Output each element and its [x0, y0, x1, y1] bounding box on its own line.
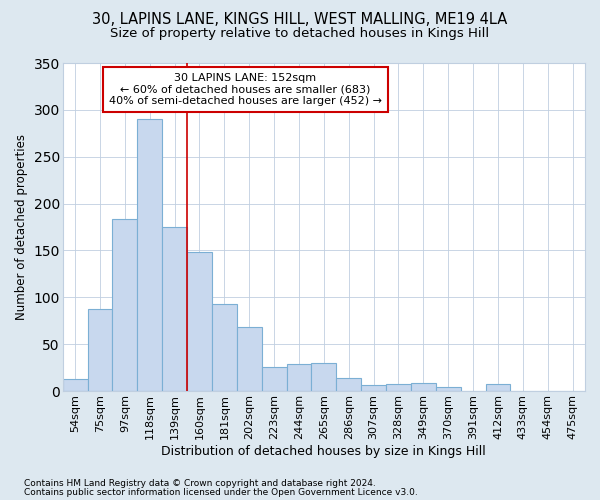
Bar	[237, 328, 262, 391]
Bar	[262, 366, 287, 391]
Bar	[187, 252, 212, 391]
Bar	[63, 379, 88, 391]
Bar	[485, 384, 511, 391]
Text: Contains public sector information licensed under the Open Government Licence v3: Contains public sector information licen…	[24, 488, 418, 497]
Bar	[88, 308, 112, 391]
Bar	[386, 384, 411, 391]
Bar	[212, 304, 237, 391]
Bar	[287, 364, 311, 391]
Bar	[411, 382, 436, 391]
Bar	[361, 386, 386, 391]
Bar	[112, 218, 137, 391]
Text: Contains HM Land Registry data © Crown copyright and database right 2024.: Contains HM Land Registry data © Crown c…	[24, 478, 376, 488]
Bar	[436, 388, 461, 391]
Bar	[162, 227, 187, 391]
Bar	[137, 119, 162, 391]
Bar	[311, 363, 336, 391]
Bar	[336, 378, 361, 391]
Text: Size of property relative to detached houses in Kings Hill: Size of property relative to detached ho…	[110, 28, 490, 40]
Text: 30, LAPINS LANE, KINGS HILL, WEST MALLING, ME19 4LA: 30, LAPINS LANE, KINGS HILL, WEST MALLIN…	[92, 12, 508, 28]
Text: 30 LAPINS LANE: 152sqm
← 60% of detached houses are smaller (683)
40% of semi-de: 30 LAPINS LANE: 152sqm ← 60% of detached…	[109, 73, 382, 106]
X-axis label: Distribution of detached houses by size in Kings Hill: Distribution of detached houses by size …	[161, 444, 486, 458]
Y-axis label: Number of detached properties: Number of detached properties	[15, 134, 28, 320]
